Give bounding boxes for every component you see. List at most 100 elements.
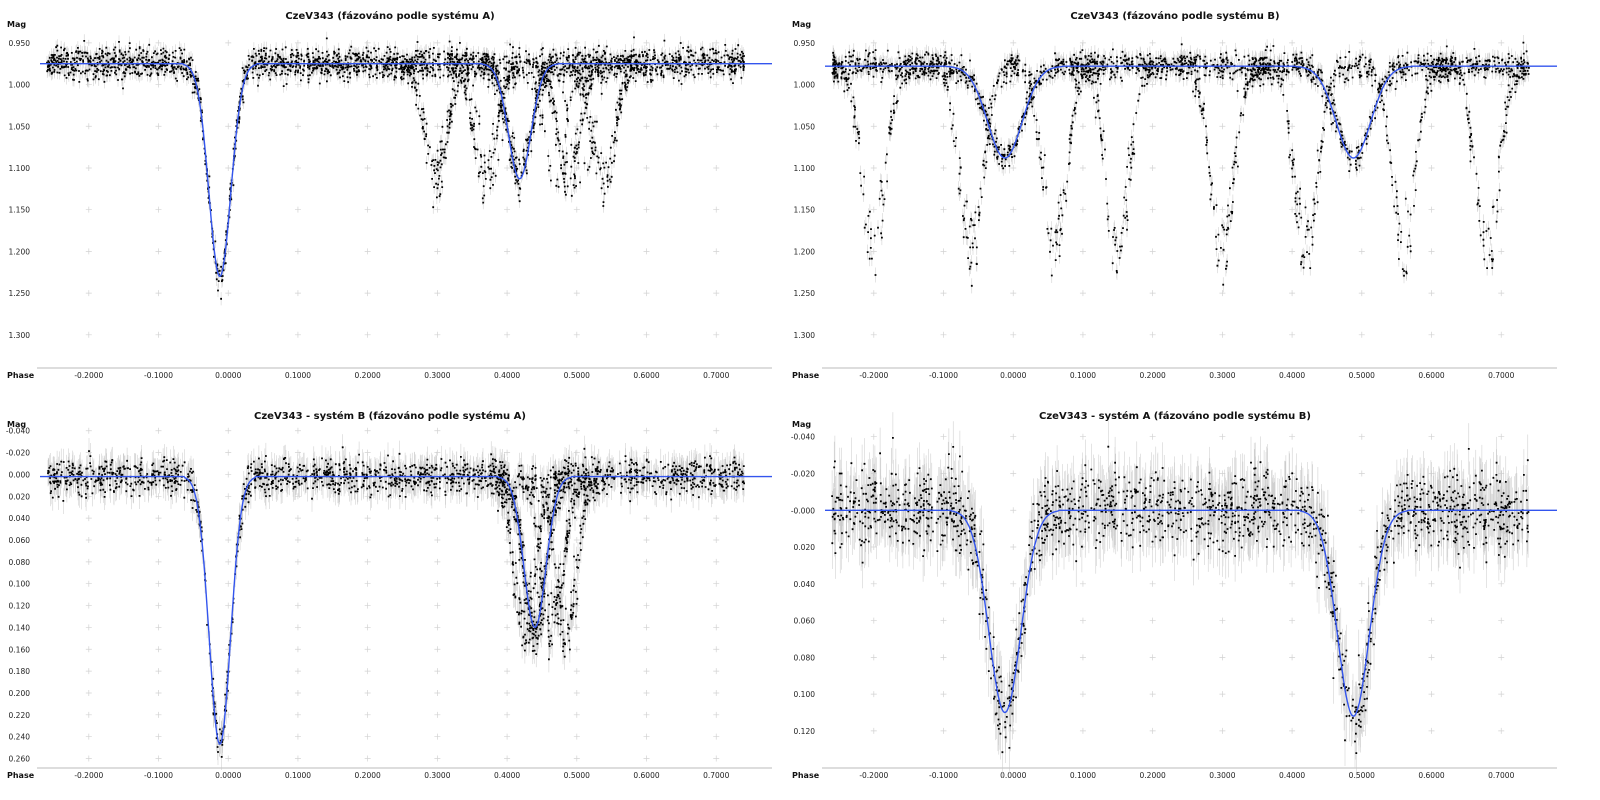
grid-plus — [870, 123, 877, 130]
grid-plus — [1428, 433, 1435, 440]
x-tick-label: 0.1000 — [1070, 371, 1096, 380]
grid-plus — [573, 689, 580, 696]
x-tick-label: 0.5000 — [1349, 771, 1375, 780]
grid-plus — [364, 206, 371, 213]
y-tick-label: -0.040 — [791, 433, 815, 442]
grid-plus — [1428, 39, 1435, 46]
grid-plus — [1219, 580, 1226, 587]
grid-plus — [1428, 691, 1435, 698]
grid-plus — [504, 755, 511, 762]
grid-plus — [155, 558, 162, 565]
y-tick-label: 1.200 — [9, 247, 31, 256]
grid-plus — [155, 668, 162, 675]
grid-plus — [364, 164, 371, 171]
grid-plus — [1358, 248, 1365, 255]
grid-plus — [364, 123, 371, 130]
x-tick-label: 0.0000 — [1000, 771, 1026, 780]
grid-plus — [1010, 727, 1017, 734]
grid-plus — [1498, 39, 1505, 46]
x-tick-label: 0.7000 — [703, 371, 729, 380]
grid-plus — [225, 471, 232, 478]
grid-plus — [85, 39, 92, 46]
grid-plus — [713, 646, 720, 653]
grid-plus — [713, 668, 720, 675]
grid-plus — [573, 711, 580, 718]
grid-plus — [573, 427, 580, 434]
grid-plus — [940, 691, 947, 698]
grid-plus — [1010, 470, 1017, 477]
grid-plus — [434, 580, 441, 587]
grid-plus — [434, 755, 441, 762]
grid-plus — [504, 602, 511, 609]
grid-plus — [1079, 123, 1086, 130]
grid-plus — [940, 206, 947, 213]
grid-plus — [155, 624, 162, 631]
observation-points — [47, 434, 745, 770]
grid-plus — [225, 331, 232, 338]
grid-plus — [713, 558, 720, 565]
observation-points — [831, 35, 1530, 294]
y-tick-label: -0.020 — [6, 449, 30, 458]
grid-plus — [364, 646, 371, 653]
grid-plus — [713, 537, 720, 544]
grid-plus — [225, 290, 232, 297]
grid-plus — [434, 427, 441, 434]
grid-plus — [1010, 39, 1017, 46]
grid-plus — [1219, 433, 1226, 440]
grid-plus — [573, 331, 580, 338]
grid-plus — [85, 537, 92, 544]
grid-plus — [1219, 691, 1226, 698]
grid-plus — [504, 711, 511, 718]
grid-plus — [155, 493, 162, 500]
grid-plus — [155, 602, 162, 609]
y-tick-label: 1.100 — [9, 164, 31, 173]
grid-plus — [1079, 331, 1086, 338]
grid-plus — [155, 164, 162, 171]
grid-plus — [713, 123, 720, 130]
x-tick-label: 0.6000 — [1418, 771, 1444, 780]
grid-plus — [1219, 617, 1226, 624]
y-tick-label: 1.250 — [794, 289, 816, 298]
grid-plus — [294, 331, 301, 338]
grid-plus — [713, 331, 720, 338]
grid-plus — [1219, 123, 1226, 130]
grid-plus — [294, 624, 301, 631]
grid-plus — [225, 537, 232, 544]
grid-plus — [870, 580, 877, 587]
grid-plus — [1358, 507, 1365, 514]
y-tick-label: 0.220 — [9, 711, 31, 720]
grid-plus — [1219, 206, 1226, 213]
grid-plus — [1498, 164, 1505, 171]
grid-plus — [713, 39, 720, 46]
x-tick-label: 0.2000 — [1140, 371, 1166, 380]
grid-plus — [85, 331, 92, 338]
y-tick-label: 0.140 — [9, 623, 31, 632]
grid-plus — [1149, 580, 1156, 587]
x-tick-label: -0.1000 — [929, 771, 958, 780]
grid-plus — [504, 646, 511, 653]
grid-plus — [504, 427, 511, 434]
grid-plus — [1358, 206, 1365, 213]
grid-plus — [225, 449, 232, 456]
model-curve — [40, 63, 772, 277]
y-tick-label: -0.020 — [791, 469, 815, 478]
grid-plus — [1498, 617, 1505, 624]
x-tick-label: 0.6000 — [633, 371, 659, 380]
grid-plus — [504, 164, 511, 171]
y-tick-label: 0.080 — [9, 558, 31, 567]
grid-plus — [85, 668, 92, 675]
grid-plus — [225, 558, 232, 565]
grid-plus — [643, 668, 650, 675]
grid-plus — [225, 427, 232, 434]
grid-plus — [940, 123, 947, 130]
grid-plus — [643, 39, 650, 46]
y-tick-label: 0.260 — [9, 755, 31, 764]
grid-plus — [85, 711, 92, 718]
grid-plus — [573, 248, 580, 255]
grid-plus — [643, 580, 650, 587]
grid-plus — [434, 449, 441, 456]
x-tick-label: -0.1000 — [929, 371, 958, 380]
grid-plus — [1289, 654, 1296, 661]
grid-plus — [155, 646, 162, 653]
x-tick-label: -0.2000 — [74, 371, 103, 380]
